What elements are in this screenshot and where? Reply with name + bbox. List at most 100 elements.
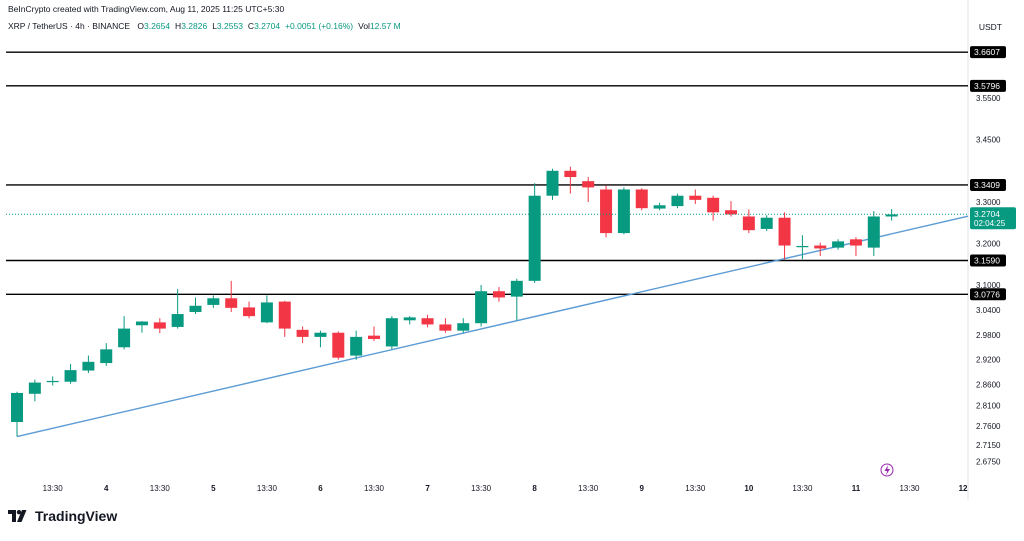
ohlc-value: 3.2654 [144,21,171,31]
candle[interactable] [778,212,791,260]
candle[interactable] [849,237,862,256]
candle[interactable] [635,188,648,211]
candle[interactable] [118,316,131,350]
candle[interactable] [475,284,488,327]
candle[interactable] [564,166,577,194]
candle-body [153,322,166,329]
candle[interactable] [28,379,41,402]
candle[interactable] [403,316,416,325]
candle[interactable] [207,295,220,308]
candle[interactable] [742,209,755,234]
candle[interactable] [332,331,345,360]
candle[interactable] [885,209,898,221]
candle[interactable] [314,330,327,348]
level-badge-bg [970,46,1006,59]
ascending-trendline[interactable] [16,215,969,438]
level-badge-text: 3.3409 [974,180,1000,190]
candle-body [492,291,505,298]
candle-body [118,328,131,348]
candle[interactable] [350,330,363,360]
candle[interactable] [814,242,827,256]
candle[interactable] [64,363,77,384]
candle[interactable] [546,168,559,200]
candle[interactable] [11,391,23,437]
candle[interactable] [260,295,273,324]
candle[interactable] [528,183,541,283]
candle[interactable] [82,355,95,374]
candle-body [742,216,755,231]
chart-credit: BeInCrypto created with TradingView.com,… [8,4,285,14]
symbol-legend: XRP / TetherUS · 4h · BINANCE O3.2654 H3.… [8,21,401,31]
candle-body [457,323,470,331]
candle-body [243,307,256,317]
candle-body [546,170,559,196]
level-price-badge: 3.3409 [970,178,1006,191]
x-tick-label: 13:30 [685,484,706,493]
candle[interactable] [171,289,184,329]
ohlc-values: O3.2654 H3.2826 L3.2553 C3.2704 +0.0051 (+0.… [132,21,400,31]
candle[interactable] [796,235,809,260]
candle[interactable] [707,195,720,221]
candle[interactable] [689,189,702,205]
candle-body [46,380,59,383]
ohlc-value: 3.2826 [181,21,208,31]
candle[interactable] [46,376,59,386]
candle[interactable] [832,239,845,250]
y-tick-label: 2.7150 [976,441,1001,450]
x-tick-label: 13:30 [578,484,599,493]
candle[interactable] [492,287,505,302]
candle[interactable] [457,318,470,333]
candle[interactable] [653,202,666,211]
level-price-badge: 3.1590 [970,254,1006,267]
candle[interactable] [671,193,684,209]
candle-body [439,324,452,331]
candle[interactable] [368,326,380,342]
candle[interactable] [725,201,737,217]
candle[interactable] [189,297,202,315]
candle[interactable] [296,326,309,344]
candle[interactable] [100,343,113,366]
candle-body [350,336,363,356]
level-badge-text: 3.1590 [974,255,1000,265]
candle[interactable] [421,314,434,328]
candle-body [11,392,23,423]
candle-body [760,217,773,229]
ohlc-value: 3.2704 [254,21,281,31]
ohlc-key: Vol [358,21,370,31]
candle-body [653,205,666,209]
candle[interactable] [153,318,166,334]
candle-body [100,349,113,364]
x-tick-label: 11 [852,484,861,493]
tradingview-logo[interactable]: TradingView [8,508,117,524]
x-tick-label: 13:30 [899,484,920,493]
x-tick-label: 12 [959,484,968,493]
level-price-badge: 3.5796 [970,79,1006,92]
candle[interactable] [582,177,595,202]
x-tick-label: 7 [425,484,430,493]
candle[interactable] [278,300,291,337]
candle[interactable] [225,280,238,312]
candle[interactable] [385,316,398,350]
y-tick-label: 3.2000 [976,239,1001,248]
candle[interactable] [510,278,523,321]
candle-body [368,335,380,339]
candle-body [403,317,416,321]
candle-body [849,239,862,246]
candle[interactable] [760,215,773,232]
candle[interactable] [243,301,256,319]
candle-body [225,298,238,308]
candle[interactable] [439,318,452,333]
candle-body [189,305,202,312]
candle[interactable] [867,211,880,256]
ohlc-item: +0.0051 (+0.16%) [285,21,353,31]
level-badge-text: 3.5796 [974,81,1000,91]
ohlc-key: L [212,21,217,31]
y-tick-label: 3.1000 [976,281,1001,290]
lightning-icon[interactable] [880,463,894,477]
candle[interactable] [600,185,613,238]
candle[interactable] [617,187,630,235]
level-badge-bg [970,288,1006,301]
candle[interactable] [135,321,148,333]
